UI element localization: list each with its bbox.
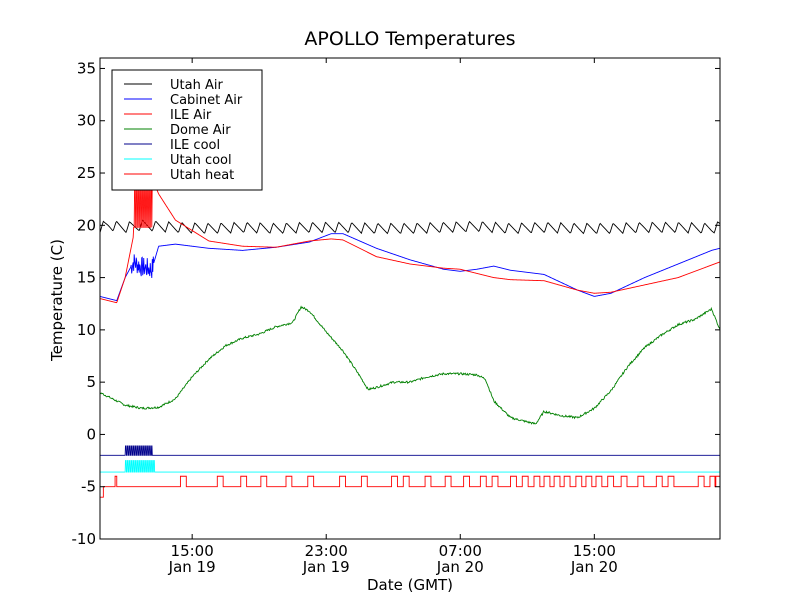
y-tick-label: 35 [77, 59, 96, 77]
legend-label-utah-heat: Utah heat [170, 168, 234, 183]
y-tick-label: 20 [77, 216, 96, 234]
series-ile-air-line [100, 177, 720, 304]
x-tick-label-date: Jan 20 [570, 558, 618, 576]
series-utah-air-line [100, 219, 720, 235]
series-utah-cool-line [100, 460, 720, 473]
y-tick-label: 15 [77, 269, 96, 287]
series-ile-cool-line [100, 445, 720, 456]
y-axis-label: Temperature (C) [48, 239, 66, 362]
y-tick-label: -10 [72, 530, 97, 548]
x-axis-label: Date (GMT) [367, 576, 453, 594]
legend-box [111, 69, 263, 191]
y-tick-label: 30 [77, 112, 96, 130]
legend-label-ile-air: ILE Air [170, 108, 212, 123]
y-tick-label: -5 [81, 478, 96, 496]
x-tick-label-date: Jan 20 [436, 558, 484, 576]
y-tick-label: 0 [86, 425, 96, 443]
series-dome-air-line [100, 305, 720, 425]
x-tick-label-date: Jan 19 [302, 558, 350, 576]
y-tick-label: 10 [77, 321, 96, 339]
series-utah-heat-line [100, 475, 720, 498]
legend-label-dome-air: Dome Air [170, 123, 231, 138]
x-tick-label-time: 15:00 [171, 542, 214, 560]
legend-label-cabinet-air: Cabinet Air [170, 93, 243, 108]
legend-label-utah-air: Utah Air [170, 78, 223, 93]
legend-label-ile-cool: ILE cool [170, 138, 220, 153]
chart-title: APOLLO Temperatures [304, 28, 515, 50]
x-tick-label-date: Jan 19 [168, 558, 216, 576]
y-tick-label: 25 [77, 164, 96, 182]
x-tick-label-time: 07:00 [439, 542, 482, 560]
y-tick-label: 5 [86, 373, 96, 391]
legend-label-utah-cool: Utah cool [170, 153, 232, 168]
plot-area [100, 177, 720, 498]
x-tick-label-time: 23:00 [305, 542, 348, 560]
x-tick-label-time: 15:00 [573, 542, 616, 560]
plot-frame [99, 57, 721, 540]
